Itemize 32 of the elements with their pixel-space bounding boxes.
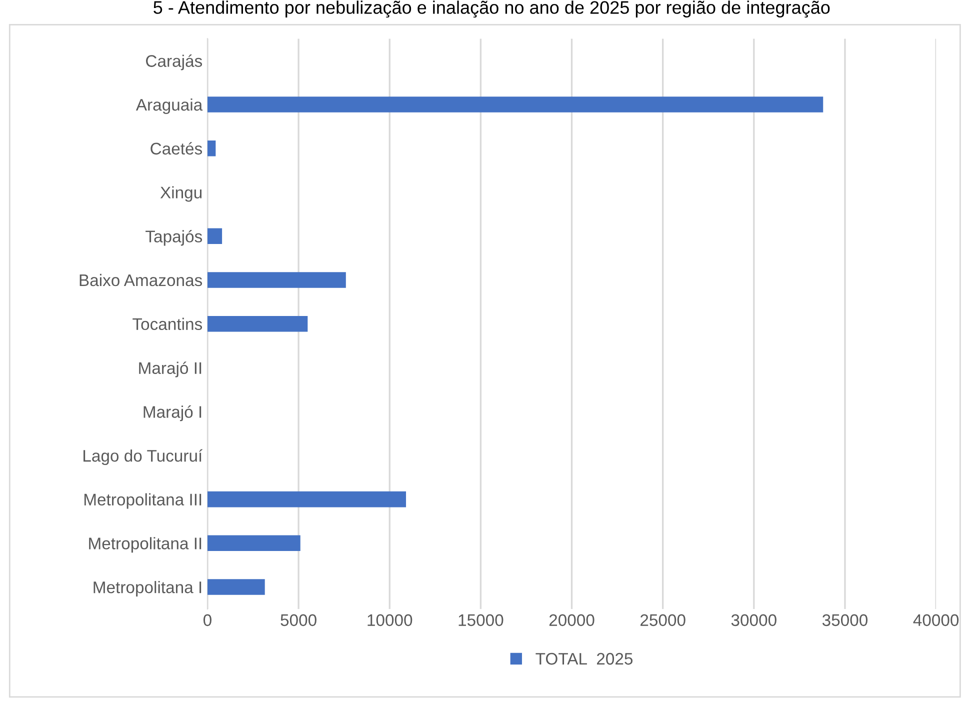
y-tick-label: Marajó II <box>139 362 202 378</box>
y-tick-label: Metropolitana III <box>84 493 202 509</box>
x-tick-label: 25000 <box>640 614 686 626</box>
bar <box>207 316 308 332</box>
y-tick-label: Araguaia <box>136 98 203 114</box>
x-tick-label: 30000 <box>731 614 776 626</box>
bar <box>207 140 216 156</box>
y-tick-label: Tapajós <box>146 230 202 246</box>
y-tick-label: Baixo Amazonas <box>80 274 202 286</box>
legend-label: TOTAL 2025 <box>536 652 633 665</box>
bar <box>207 228 222 244</box>
x-tick-label: 35000 <box>822 614 868 626</box>
bar <box>207 579 265 595</box>
y-tick-label: Lago do Tucuruí <box>84 449 203 466</box>
y-tick-label: Caetés <box>150 142 202 155</box>
y-tick-label: Xingu <box>160 186 202 202</box>
y-tick-label: Metropolitana I <box>94 580 202 597</box>
bar <box>207 96 824 112</box>
x-tick-label: 5000 <box>280 614 316 626</box>
bar <box>207 491 406 508</box>
y-tick-label: Marajó I <box>144 405 202 422</box>
chart-title: 5 - Atendimento por nebulização e inalação no ano de 2025 por região de integração <box>154 0 830 18</box>
y-tick-label: Metropolitana II <box>89 537 202 553</box>
x-tick-label: 15000 <box>458 614 504 626</box>
y-tick-label: Tocantins <box>132 318 202 330</box>
bar <box>207 272 346 288</box>
y-tick-label: Carajás <box>146 54 202 70</box>
x-tick-label: 40000 <box>913 614 959 626</box>
x-tick-label: 0 <box>203 614 212 626</box>
x-tick-label: 20000 <box>549 614 594 626</box>
x-tick-label: 10000 <box>368 614 412 626</box>
bar <box>207 535 300 552</box>
